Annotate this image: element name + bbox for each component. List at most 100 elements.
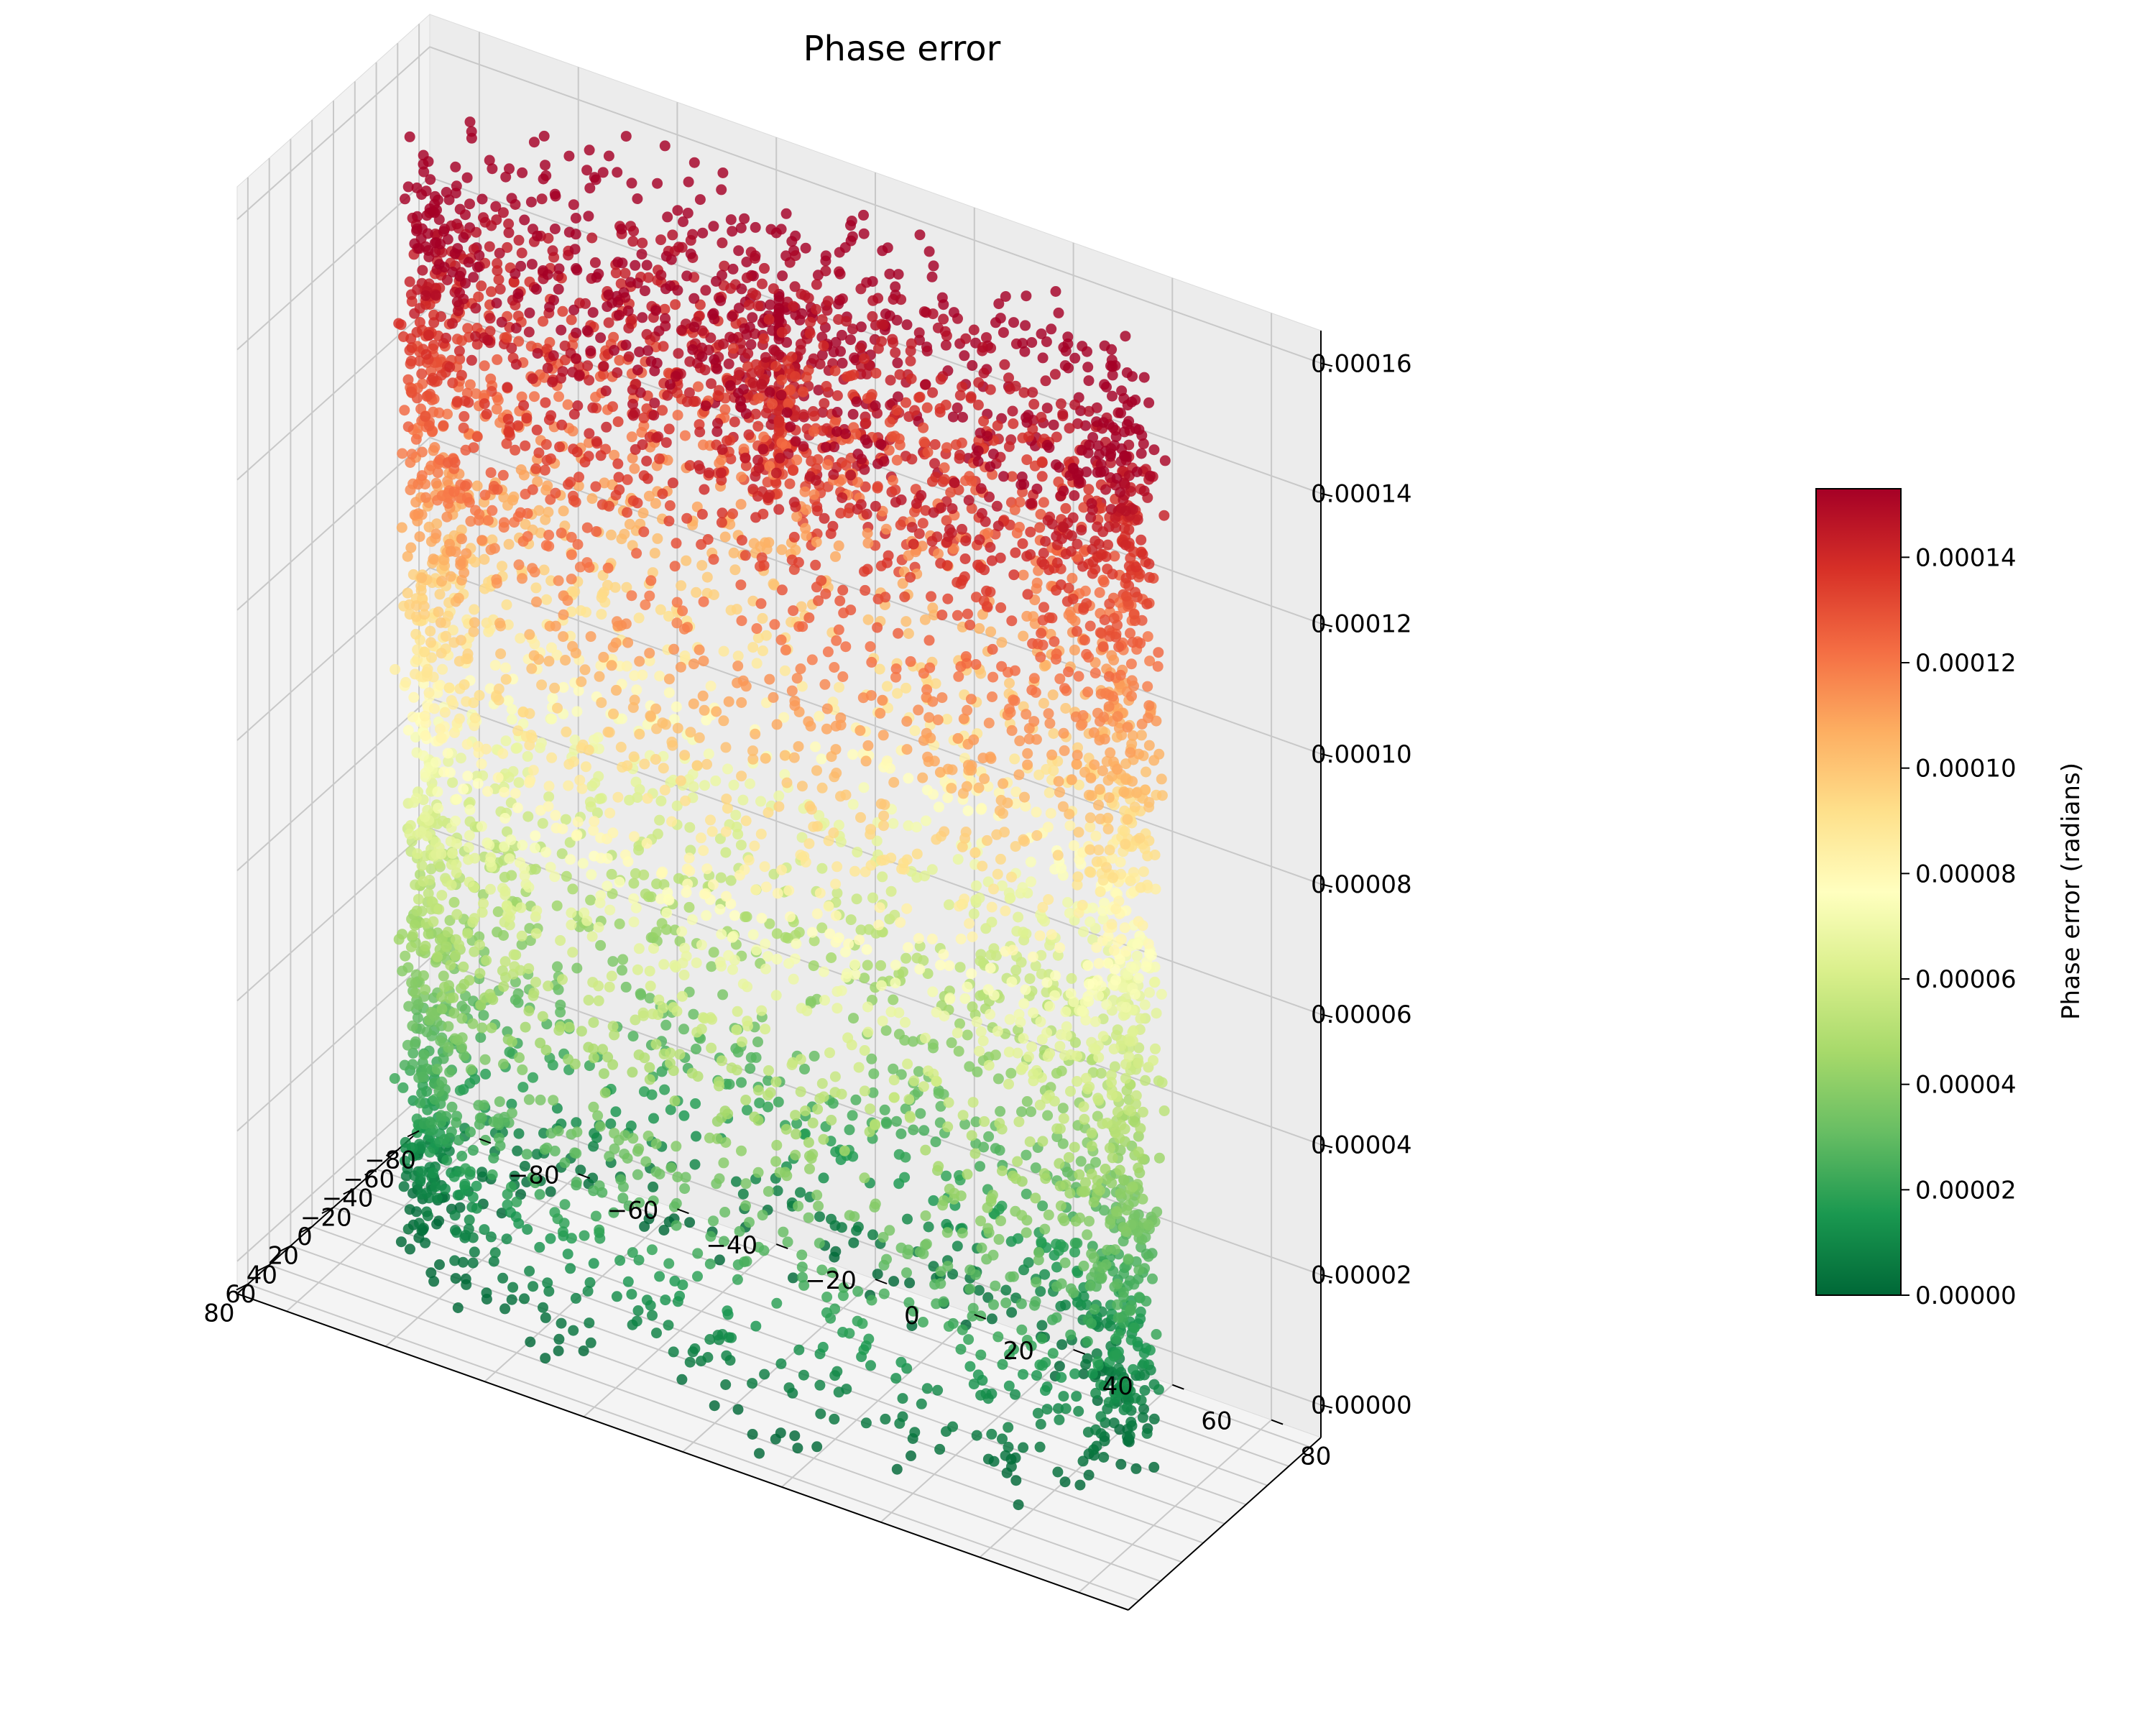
- scatter-point: [668, 714, 680, 725]
- scatter-point: [602, 301, 613, 313]
- scatter-point: [657, 717, 668, 729]
- scatter-point: [510, 323, 522, 334]
- scatter-point: [1128, 680, 1139, 691]
- scatter-point: [530, 582, 542, 594]
- scatter-point: [425, 863, 437, 875]
- scatter-point: [408, 691, 420, 703]
- scatter-point: [421, 1063, 433, 1075]
- scatter-point: [737, 675, 749, 686]
- scatter-point: [603, 289, 614, 300]
- scatter-point: [588, 1141, 599, 1152]
- scatter-point: [1014, 497, 1026, 508]
- scatter-point: [1108, 654, 1120, 666]
- scatter-point: [663, 610, 674, 622]
- scatter-point: [593, 743, 604, 755]
- scatter-point: [573, 480, 584, 492]
- scatter-point: [779, 750, 791, 761]
- scatter-point: [585, 1337, 596, 1348]
- scatter-point: [811, 536, 822, 548]
- scatter-point: [827, 520, 839, 532]
- scatter-point: [1106, 344, 1118, 355]
- scatter-point: [571, 962, 583, 974]
- scatter-point: [606, 868, 617, 880]
- scatter-point: [618, 287, 630, 298]
- scatter-point: [757, 612, 768, 624]
- scatter-point: [758, 431, 770, 443]
- scatter-point: [874, 663, 885, 675]
- scatter-point: [899, 1172, 911, 1183]
- scatter-point: [415, 585, 427, 596]
- scatter-point: [543, 530, 555, 540]
- scatter-point: [443, 682, 455, 694]
- scatter-point: [1021, 1149, 1032, 1161]
- scatter-point: [436, 648, 447, 659]
- scatter-point: [1060, 502, 1072, 514]
- scatter-point: [506, 342, 517, 354]
- scatter-point: [780, 250, 792, 262]
- scatter-point: [615, 742, 627, 753]
- scatter-point: [1011, 528, 1023, 539]
- scatter-point: [608, 708, 619, 719]
- scatter-point: [675, 775, 686, 786]
- scatter-point: [628, 878, 640, 889]
- scatter-point: [497, 561, 507, 572]
- scatter-point: [660, 437, 672, 448]
- scatter-point: [1037, 352, 1049, 364]
- scatter-point: [628, 916, 640, 928]
- scatter-point: [903, 820, 914, 832]
- scatter-point: [760, 351, 771, 363]
- scatter-point: [996, 880, 1008, 891]
- scatter-point: [688, 698, 699, 709]
- scatter-point: [847, 749, 858, 760]
- scatter-point: [1036, 1236, 1047, 1248]
- scatter-point: [1020, 320, 1031, 331]
- scatter-point: [1120, 331, 1131, 342]
- scatter-point: [586, 869, 597, 880]
- scatter-point: [782, 355, 793, 367]
- scatter-point: [588, 1258, 599, 1269]
- scatter-point: [683, 176, 694, 188]
- scatter-point: [732, 1274, 743, 1285]
- scatter-point: [671, 701, 682, 712]
- scatter-point: [888, 994, 899, 1006]
- scatter-point: [909, 725, 921, 737]
- scatter-point: [1138, 866, 1149, 878]
- scatter-point: [524, 1266, 535, 1276]
- scatter-point: [423, 1014, 435, 1026]
- scatter-point: [808, 426, 819, 437]
- scatter-point: [453, 713, 465, 724]
- scatter-point: [604, 904, 616, 916]
- scatter-point: [1095, 886, 1106, 898]
- scatter-point: [996, 1200, 1008, 1212]
- scatter-point: [751, 658, 763, 669]
- scatter-point: [829, 417, 841, 428]
- scatter-point: [393, 318, 405, 329]
- scatter-point: [710, 775, 722, 786]
- scatter-point: [689, 1159, 701, 1170]
- scatter-point: [845, 334, 856, 346]
- scatter-point: [816, 862, 828, 874]
- scatter-point: [700, 400, 711, 412]
- scatter-point: [649, 397, 660, 409]
- scatter-point: [830, 1246, 842, 1257]
- scatter-point: [1118, 1236, 1129, 1247]
- scatter-point: [500, 171, 512, 183]
- scatter-point: [709, 1400, 720, 1412]
- scatter-point: [740, 1095, 752, 1105]
- scatter-point: [1128, 1322, 1140, 1333]
- scatter-point: [736, 283, 747, 295]
- scatter-point: [709, 354, 720, 365]
- scatter-point: [1142, 681, 1153, 692]
- scatter-point: [837, 357, 848, 369]
- scatter-point: [805, 316, 816, 328]
- scatter-point: [425, 637, 436, 648]
- scatter-point: [614, 876, 625, 888]
- scatter-point: [453, 345, 465, 356]
- scatter-point: [499, 956, 511, 967]
- scatter-point: [746, 368, 757, 380]
- scatter-point: [867, 276, 878, 288]
- scatter-point: [476, 193, 488, 205]
- scatter-point: [1091, 402, 1102, 413]
- scatter-point: [436, 732, 447, 744]
- scatter-point: [593, 980, 604, 992]
